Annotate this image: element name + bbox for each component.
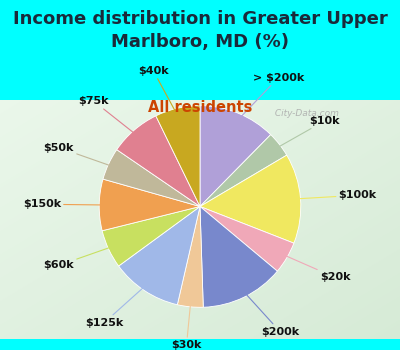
Wedge shape — [200, 206, 277, 307]
Wedge shape — [103, 150, 200, 206]
Text: $20k: $20k — [279, 253, 350, 282]
Wedge shape — [200, 106, 271, 206]
Text: Income distribution in Greater Upper
Marlboro, MD (%): Income distribution in Greater Upper Mar… — [13, 10, 387, 51]
Text: City-Data.com: City-Data.com — [272, 109, 339, 118]
Wedge shape — [102, 206, 200, 266]
Text: $75k: $75k — [78, 96, 140, 138]
Wedge shape — [119, 206, 200, 305]
Text: > $200k: > $200k — [236, 73, 304, 122]
Text: $50k: $50k — [44, 142, 117, 168]
Wedge shape — [117, 116, 200, 206]
Text: $30k: $30k — [171, 298, 202, 350]
Text: All residents: All residents — [148, 100, 252, 115]
Text: $125k: $125k — [85, 282, 149, 328]
Wedge shape — [200, 206, 294, 271]
Text: $10k: $10k — [272, 116, 340, 150]
Wedge shape — [156, 106, 200, 206]
Wedge shape — [177, 206, 203, 307]
Wedge shape — [200, 155, 301, 243]
Text: $60k: $60k — [43, 245, 117, 271]
Text: $150k: $150k — [23, 199, 108, 209]
Text: $40k: $40k — [138, 66, 179, 118]
Wedge shape — [99, 179, 200, 231]
Text: $200k: $200k — [241, 288, 299, 337]
Wedge shape — [200, 135, 287, 206]
Text: $100k: $100k — [291, 190, 377, 200]
